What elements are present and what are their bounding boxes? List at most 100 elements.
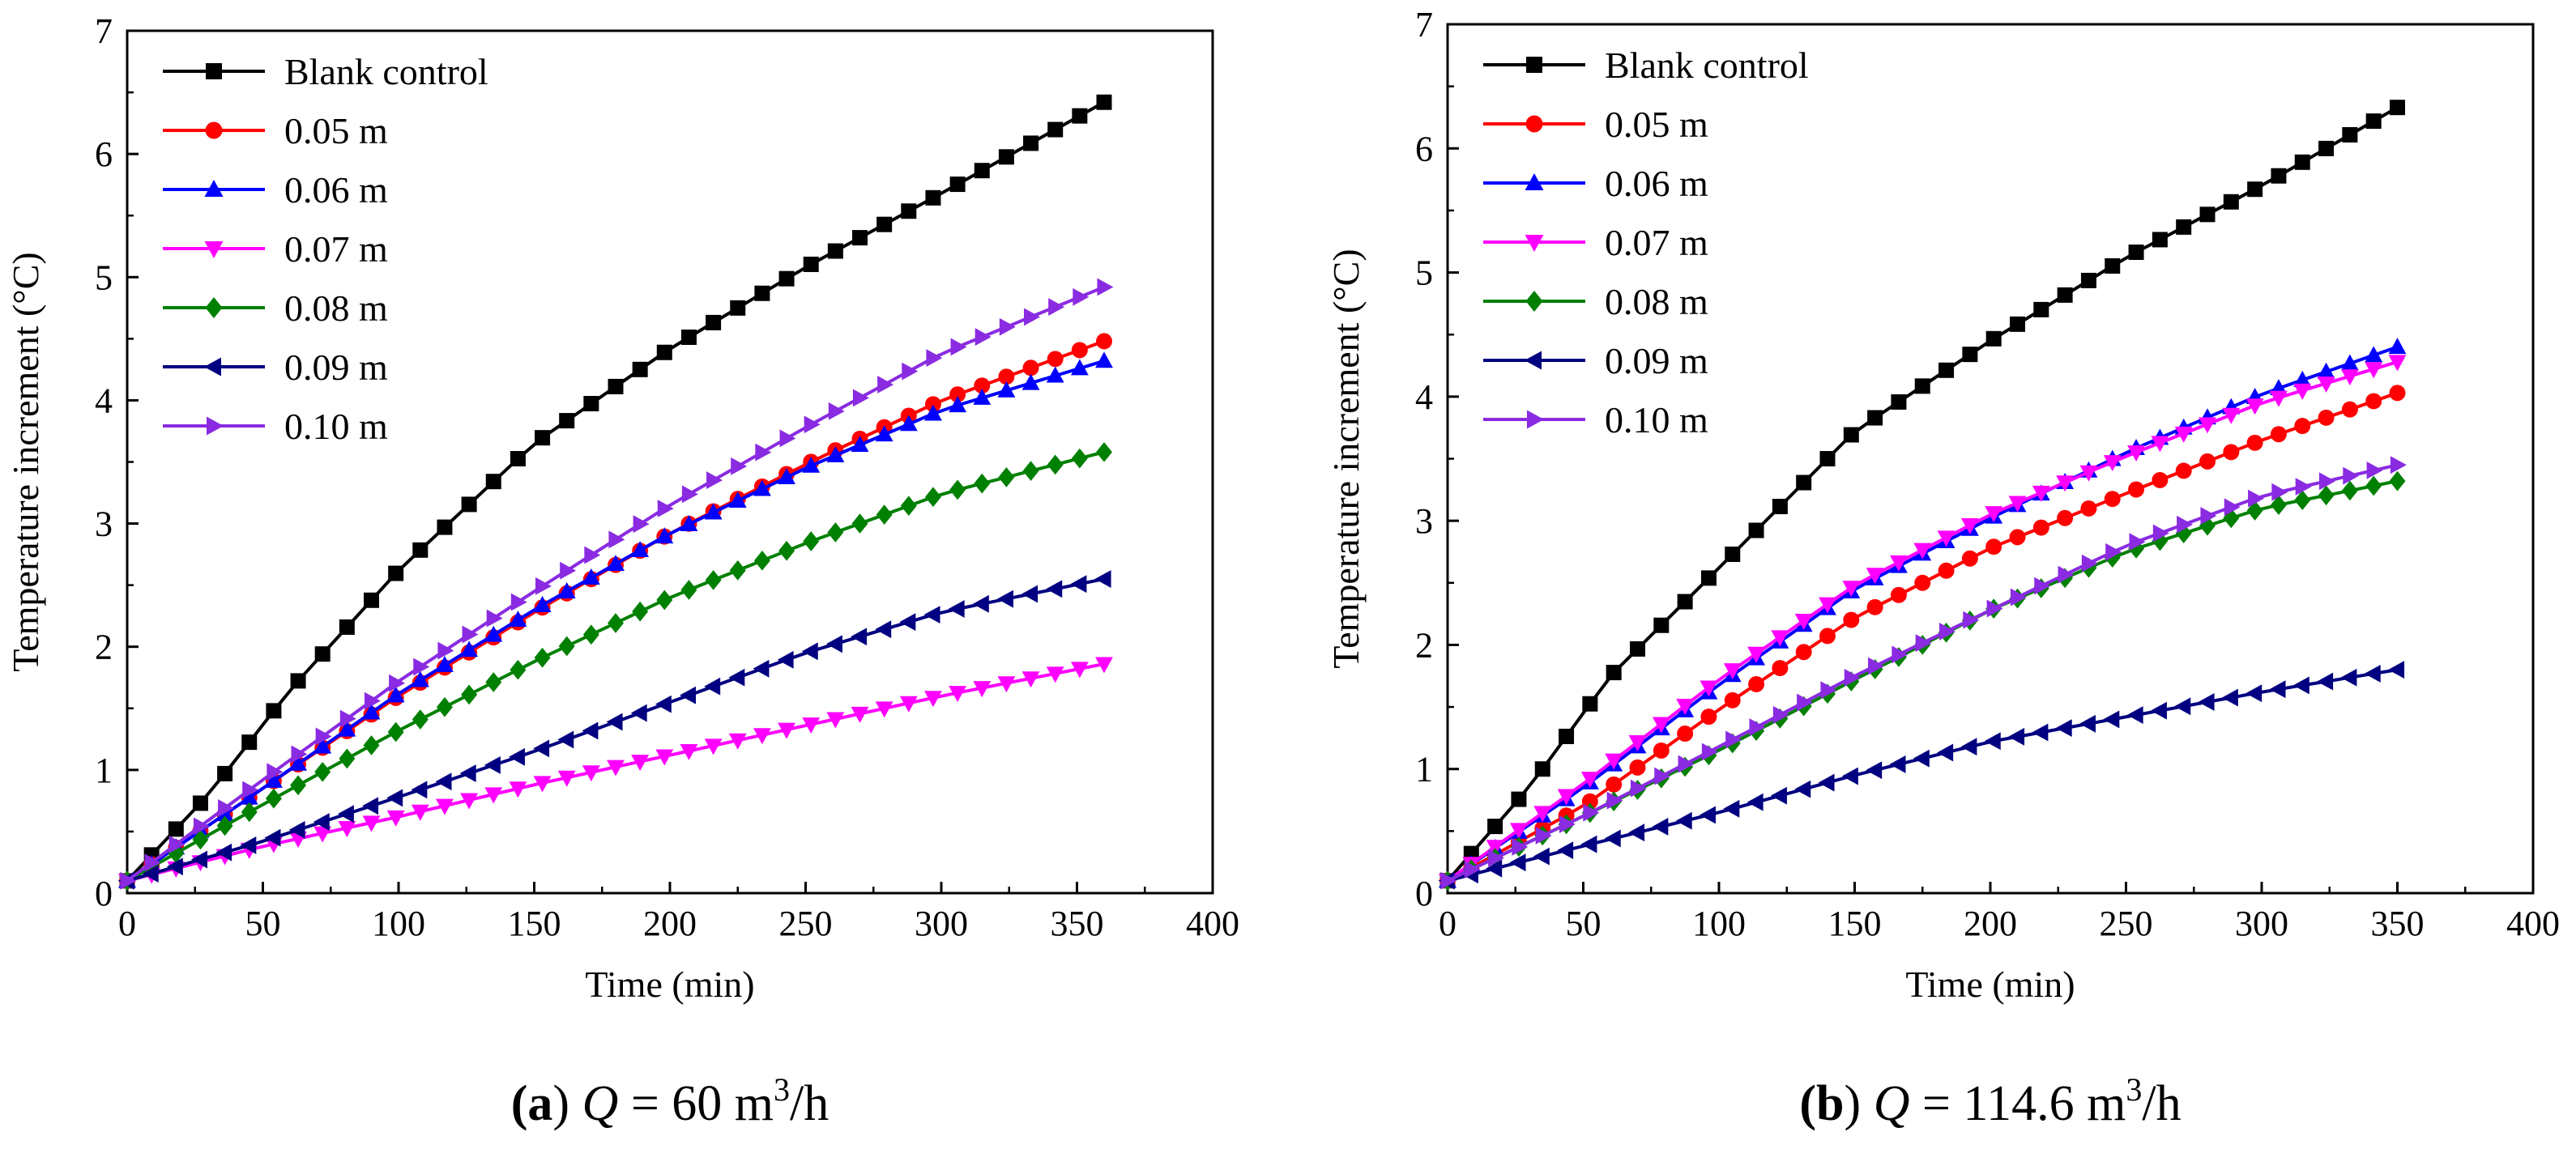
data-point (510, 450, 526, 466)
data-point (925, 189, 941, 206)
x-tick-label: 100 (1692, 904, 1746, 943)
data-point (2389, 385, 2406, 402)
data-point (632, 361, 648, 377)
data-point (313, 826, 332, 843)
data-point (657, 500, 674, 517)
data-point (2079, 465, 2098, 482)
data-point (826, 445, 845, 462)
data-point (608, 378, 624, 394)
data-point (215, 843, 232, 862)
y-tick-label: 2 (1415, 625, 1433, 665)
data-point (192, 829, 209, 850)
data-point (1937, 530, 1955, 547)
data-point (1676, 698, 1695, 715)
data-point (1095, 657, 1113, 674)
data-point (1512, 837, 1529, 856)
data-point (435, 772, 452, 791)
data-point (2223, 194, 2239, 210)
data-point (608, 613, 624, 633)
legend-label: 0.06 m (284, 169, 388, 211)
data-point (2174, 426, 2193, 443)
data-point (240, 788, 258, 805)
data-point (899, 696, 918, 713)
data-point (1985, 330, 2002, 347)
data-point (1986, 599, 2003, 618)
data-point (558, 636, 575, 657)
legend-marker (204, 180, 224, 197)
data-point (902, 362, 919, 381)
data-point (680, 580, 697, 600)
data-point (461, 684, 478, 705)
data-point (1794, 780, 1811, 798)
data-point (2318, 140, 2335, 156)
data-point (949, 177, 966, 193)
data-point (1700, 709, 1717, 726)
data-point (2341, 480, 2358, 501)
legend-marker (205, 121, 223, 139)
data-point (1700, 806, 1716, 824)
data-point (1938, 562, 1955, 579)
data-point (1700, 570, 1717, 586)
data-point (193, 817, 210, 836)
data-point (899, 613, 916, 632)
data-point (2248, 489, 2265, 508)
data-point (1960, 738, 1977, 756)
data-point (1630, 779, 1647, 798)
y-tick-label: 6 (1415, 129, 1433, 168)
data-point (339, 748, 356, 769)
x-tick-label: 250 (779, 904, 833, 943)
data-point (1939, 622, 1955, 640)
y-axis-title: Temperature increment (°C) (1325, 249, 1367, 668)
data-point (313, 813, 330, 831)
data-point (2010, 316, 2025, 332)
data-point (2389, 470, 2406, 492)
data-point (1675, 811, 1692, 830)
data-point (1534, 761, 1550, 777)
data-point (2126, 706, 2143, 724)
legend-marker (1525, 173, 1544, 190)
data-point (411, 781, 428, 799)
data-point (2365, 475, 2382, 496)
x-tick-label: 300 (2235, 904, 2288, 943)
data-point (1797, 693, 1814, 712)
data-point (1021, 373, 1040, 390)
data-point (168, 835, 186, 853)
data-point (1509, 853, 1526, 872)
data-point (1606, 791, 1623, 810)
data-point (1914, 574, 1931, 591)
data-point (1071, 448, 1088, 469)
data-point (1486, 859, 1503, 878)
data-point (974, 377, 991, 394)
data-point (1772, 705, 1789, 724)
data-point (2388, 355, 2407, 372)
data-point (728, 668, 745, 687)
data-point (778, 540, 795, 561)
data-point (2198, 693, 2215, 711)
data-point (825, 635, 842, 653)
data-point (729, 560, 746, 581)
data-point (2222, 407, 2241, 424)
data-point (2128, 481, 2145, 498)
data-point (1533, 806, 1552, 823)
data-point (583, 395, 599, 411)
data-point (2034, 577, 2051, 595)
data-point (2388, 661, 2405, 679)
data-point (1961, 550, 1978, 567)
data-point (582, 624, 599, 645)
data-point (1747, 646, 1765, 663)
data-point (1440, 871, 1457, 890)
data-point (827, 243, 843, 259)
series-0-09-m (117, 570, 1111, 890)
y-tick-label: 2 (95, 628, 113, 667)
data-point (852, 389, 869, 407)
data-point (364, 692, 381, 710)
data-point (1580, 835, 1597, 853)
x-tick-label: 200 (1964, 904, 2017, 943)
legend-label: Blank control (1605, 45, 1809, 86)
data-point (2081, 554, 2098, 572)
legend-marker (207, 416, 224, 436)
data-point (607, 555, 625, 572)
data-point (2271, 168, 2287, 184)
data-point (802, 456, 821, 473)
data-point (533, 739, 550, 758)
